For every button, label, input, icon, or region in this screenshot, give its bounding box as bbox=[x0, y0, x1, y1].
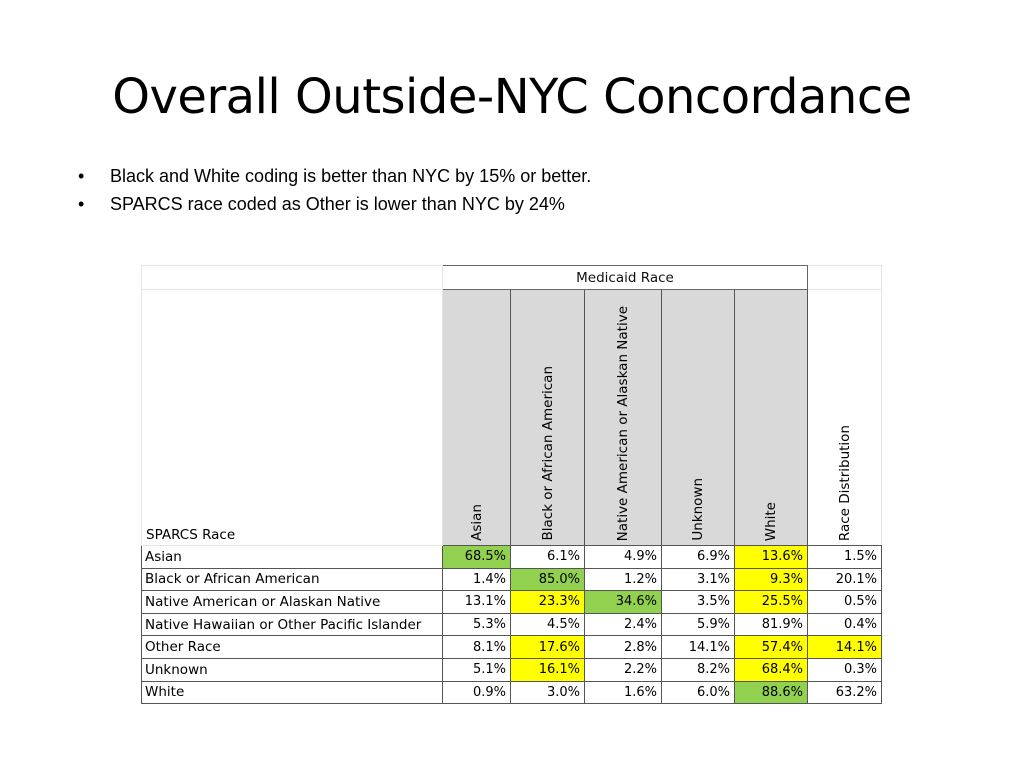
table-cell: 0.4% bbox=[807, 612, 882, 637]
table-row: Native Hawaiian or Other Pacific Islande… bbox=[141, 612, 882, 637]
table-cell: 25.5% bbox=[734, 590, 808, 614]
table-cell: 17.6% bbox=[510, 635, 585, 659]
slide-title: Overall Outside-NYC Concordance bbox=[112, 69, 912, 125]
column-header-label: White bbox=[763, 501, 779, 541]
row-label: White bbox=[141, 680, 443, 705]
table-cell: 13.6% bbox=[734, 545, 808, 569]
column-header-label: Race Distribution bbox=[836, 424, 853, 541]
table-cell: 14.1% bbox=[661, 635, 735, 659]
table-cell: 3.5% bbox=[661, 590, 735, 614]
table-cell: 0.9% bbox=[442, 680, 511, 705]
bullet-text: SPARCS race coded as Other is lower than… bbox=[110, 194, 565, 214]
column-header-white: White bbox=[734, 289, 808, 546]
table-row: White 0.9% 3.0% 1.6% 6.0% 88.6% 63.2% bbox=[141, 680, 882, 705]
table-cell: 1.5% bbox=[807, 545, 882, 569]
corner-cell bbox=[141, 265, 443, 290]
table-cell: 8.1% bbox=[442, 635, 511, 659]
row-label: Other Race bbox=[141, 635, 443, 659]
table-cell: 14.1% bbox=[807, 635, 882, 659]
bullet-text: Black and White coding is better than NY… bbox=[110, 166, 592, 186]
table-body: Asian 68.5% 6.1% 4.9% 6.9% 13.6% 1.5% Black or … bbox=[141, 545, 882, 705]
table-cell: 3.0% bbox=[510, 680, 585, 705]
table-cell: 68.5% bbox=[442, 545, 511, 569]
table-row: Other Race 8.1% 17.6% 2.8% 14.1% 57.4% 14.1% bbox=[141, 635, 882, 659]
table-cell: 1.6% bbox=[584, 680, 662, 705]
table-cell: 23.3% bbox=[510, 590, 585, 614]
column-header-asian: Asian bbox=[442, 289, 511, 546]
table-cell: 81.9% bbox=[734, 612, 808, 637]
table-row: Native American or Alaskan Native 13.1% 23… bbox=[141, 590, 882, 614]
table-cell: 34.6% bbox=[584, 590, 662, 614]
table-cell: 0.5% bbox=[807, 590, 882, 614]
bullet-item: • Black and White coding is better than … bbox=[74, 162, 591, 190]
table-cell: 9.3% bbox=[734, 567, 808, 592]
column-header-unknown: Unknown bbox=[661, 289, 735, 546]
bullet-glyph: • bbox=[78, 194, 85, 214]
table-cell: 57.4% bbox=[734, 635, 808, 659]
column-header-native-american: Native American or Alaskan Native bbox=[584, 289, 662, 546]
blank-header-cell bbox=[807, 265, 882, 290]
bullet-glyph: • bbox=[78, 166, 85, 186]
table-row: Asian 68.5% 6.1% 4.9% 6.9% 13.6% 1.5% bbox=[141, 545, 882, 569]
table-cell: 8.2% bbox=[661, 657, 735, 682]
group-header-row: Medicaid Race bbox=[141, 265, 882, 290]
table-cell: 4.5% bbox=[510, 612, 585, 637]
column-header-black: Black or African American bbox=[510, 289, 585, 546]
table-cell: 6.9% bbox=[661, 545, 735, 569]
row-label: Asian bbox=[141, 545, 443, 569]
table-cell: 0.3% bbox=[807, 657, 882, 682]
table-cell: 2.4% bbox=[584, 612, 662, 637]
row-label: Native Hawaiian or Other Pacific Islande… bbox=[141, 612, 443, 637]
table-cell: 5.9% bbox=[661, 612, 735, 637]
bullet-item: • SPARCS race coded as Other is lower th… bbox=[74, 190, 591, 218]
table-cell: 6.1% bbox=[510, 545, 585, 569]
table-cell: 2.2% bbox=[584, 657, 662, 682]
column-header-label: Asian bbox=[468, 504, 485, 541]
table-cell: 88.6% bbox=[734, 680, 808, 705]
table-row: Black or African American 1.4% 85.0% 1.2% 3.… bbox=[141, 567, 882, 592]
row-label: Unknown bbox=[141, 657, 443, 682]
column-header-row: SPARCS Race Asian Black or African Ameri… bbox=[141, 289, 882, 546]
table-cell: 4.9% bbox=[584, 545, 662, 569]
column-header-race-distribution: Race Distribution bbox=[807, 289, 882, 546]
table-cell: 63.2% bbox=[807, 680, 882, 705]
table-cell: 5.3% bbox=[442, 612, 511, 637]
medicaid-race-header: Medicaid Race bbox=[442, 265, 808, 290]
row-label: Native American or Alaskan Native bbox=[141, 590, 443, 614]
table-cell: 5.1% bbox=[442, 657, 511, 682]
column-header-label: Unknown bbox=[690, 478, 706, 541]
table-cell: 16.1% bbox=[510, 657, 585, 682]
table-cell: 2.8% bbox=[584, 635, 662, 659]
table-cell: 1.2% bbox=[584, 567, 662, 592]
column-header-label: Black or African American bbox=[539, 366, 556, 541]
sparcs-race-header: SPARCS Race bbox=[141, 289, 443, 546]
table-row: Unknown 5.1% 16.1% 2.2% 8.2% 68.4% 0.3% bbox=[141, 657, 882, 682]
table-cell: 85.0% bbox=[510, 567, 585, 592]
concordance-table: Medicaid Race SPARCS Race Asian Black or… bbox=[141, 265, 882, 705]
table-cell: 1.4% bbox=[442, 567, 511, 592]
column-header-label: Native American or Alaskan Native bbox=[615, 305, 631, 541]
table-cell: 20.1% bbox=[807, 567, 882, 592]
table-cell: 3.1% bbox=[661, 567, 735, 592]
table-cell: 6.0% bbox=[661, 680, 735, 705]
row-label: Black or African American bbox=[141, 567, 443, 592]
bullet-list: • Black and White coding is better than … bbox=[74, 162, 591, 218]
table-cell: 13.1% bbox=[442, 590, 511, 614]
table-cell: 68.4% bbox=[734, 657, 808, 682]
